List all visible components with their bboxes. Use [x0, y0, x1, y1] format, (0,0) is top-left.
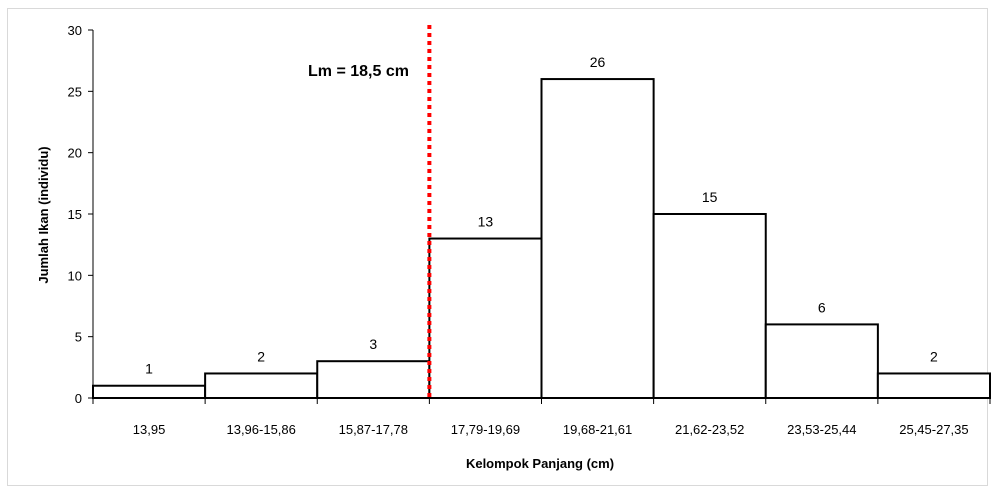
data-label: 3	[369, 336, 377, 352]
y-tick-label: 25	[68, 84, 82, 99]
data-label: 2	[930, 348, 938, 364]
data-label: 26	[590, 54, 606, 70]
chart-frame	[7, 8, 988, 486]
y-tick-label: 5	[75, 330, 82, 345]
y-axis-ticks: 0 5 10 15 20 25 30	[68, 23, 93, 406]
x-tick-label: 13,95	[133, 422, 166, 437]
y-axis-title: Jumlah Ikan (individu)	[36, 146, 51, 283]
x-tick-label: 13,96-15,86	[226, 422, 295, 437]
bar	[92, 384, 207, 400]
x-tick-label: 17,79-19,69	[451, 422, 520, 437]
data-labels: 1 2 3 13 26 15 6 2	[145, 54, 938, 377]
bar	[316, 360, 431, 400]
x-tick-label: 25,45-27,35	[899, 422, 968, 437]
x-tick-label: 15,87-17,78	[339, 422, 408, 437]
x-tick-label: 23,53-25,44	[787, 422, 856, 437]
bar	[204, 372, 319, 400]
bar	[876, 372, 991, 400]
data-label: 1	[145, 361, 153, 377]
x-tick-label: 21,62-23,52	[675, 422, 744, 437]
y-tick-label: 10	[68, 268, 82, 283]
data-label: 13	[478, 214, 494, 230]
lm-annotation-label: Lm = 18,5 cm	[308, 63, 409, 80]
y-tick-label: 15	[68, 207, 82, 222]
x-tick-label: 19,68-21,61	[563, 422, 632, 437]
bar	[764, 323, 879, 399]
y-tick-label: 20	[68, 146, 82, 161]
y-tick-label: 30	[68, 23, 82, 38]
x-axis-ticks: 13,95 13,96-15,86 15,87-17,78 17,79-19,69 19…	[92, 398, 991, 437]
bar	[428, 237, 543, 399]
bar	[652, 213, 767, 399]
bars	[92, 78, 991, 400]
data-label: 6	[818, 299, 826, 315]
bar	[540, 78, 655, 399]
data-label: 2	[257, 348, 265, 364]
y-tick-label: 0	[75, 391, 82, 406]
x-axis-title: Kelompok Panjang (cm)	[466, 456, 614, 471]
data-label: 15	[702, 189, 718, 205]
